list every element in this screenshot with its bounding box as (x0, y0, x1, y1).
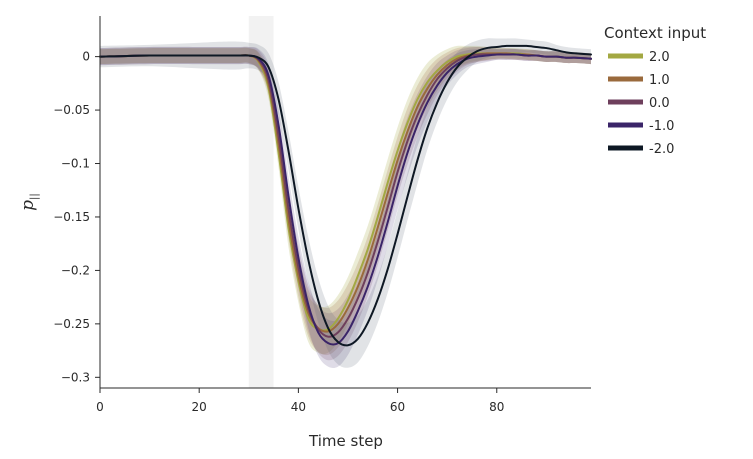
legend: Context input 2.0 1.0 0.0 -1.0 -2.0 (604, 24, 706, 157)
legend-label-1-0: 1.0 (649, 73, 670, 88)
legend-items: 2.0 1.0 0.0 -1.0 -2.0 (608, 50, 674, 157)
legend-title: Context input (604, 24, 706, 42)
y-tick-label: −0.3 (61, 370, 90, 384)
y-axis-title-main: p (18, 200, 38, 211)
x-tick-label: 80 (489, 400, 504, 414)
y-tick-label: −0.15 (53, 210, 90, 224)
line-series-neg-1-0 (99, 53, 592, 346)
y-axis-title: p|| (18, 193, 40, 211)
band-series-2-0 (100, 45, 591, 355)
legend-label-neg-2-0: -2.0 (649, 142, 674, 157)
series-lines (99, 44, 592, 347)
y-tick-label: 0 (82, 50, 90, 64)
y-tick-label: −0.05 (53, 103, 90, 117)
y-axis-ticks: 0 −0.05 −0.1 −0.15 −0.2 −0.25 −0.3 (53, 50, 100, 384)
x-tick-label: 60 (390, 400, 405, 414)
x-tick-label: 40 (291, 400, 306, 414)
legend-label-neg-1-0: -1.0 (649, 119, 674, 134)
y-tick-label: −0.25 (53, 317, 90, 331)
legend-label-0-0: 0.0 (649, 96, 670, 111)
band-series-neg-1-0 (100, 46, 591, 369)
x-axis-title: Time step (308, 432, 383, 450)
y-tick-label: −0.1 (61, 157, 90, 171)
variance-bands (100, 38, 591, 369)
line-series-neg-2-0 (99, 44, 592, 347)
x-tick-label: 20 (192, 400, 207, 414)
x-axis-ticks: 0 20 40 60 80 (96, 388, 504, 414)
x-tick-label: 0 (96, 400, 104, 414)
legend-label-2-0: 2.0 (649, 50, 670, 65)
y-axis-title-subscript: || (29, 193, 40, 200)
y-tick-label: −0.2 (61, 263, 90, 277)
svg-text:p||: p|| (18, 193, 40, 211)
axes (99, 16, 591, 389)
band-series-1-0 (100, 46, 591, 356)
